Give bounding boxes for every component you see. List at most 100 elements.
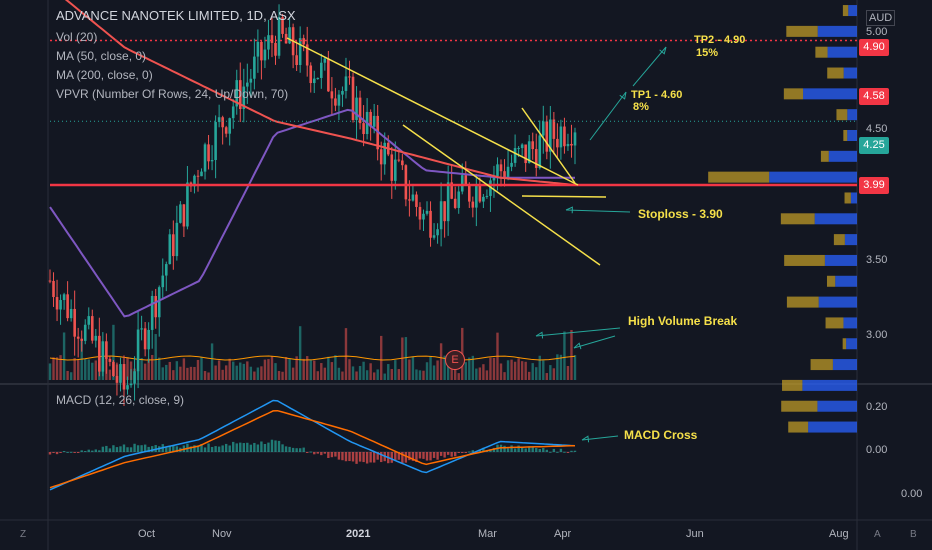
candle-body: [284, 33, 288, 44]
candle-body: [281, 17, 284, 34]
volume-bar: [221, 369, 224, 380]
macd-histogram-bar: [239, 442, 242, 452]
candle-body: [383, 142, 387, 165]
macd-histogram-bar: [443, 452, 446, 458]
macd-histogram-bar: [52, 452, 55, 453]
volume-bar: [499, 363, 503, 380]
candle-body: [327, 58, 330, 92]
indicator-vpvr[interactable]: VPVR (Number Of Rows, 24, Up/Down, 70): [56, 87, 289, 101]
candle-body: [323, 58, 327, 63]
time-tick: Aug: [829, 528, 849, 540]
zoom-button[interactable]: Z: [20, 529, 27, 540]
volume-bar: [158, 357, 161, 380]
candle-body: [69, 308, 73, 319]
volume-bar: [563, 331, 566, 380]
candle-body: [397, 159, 401, 161]
indicator-ma50[interactable]: MA (50, close, 0): [56, 49, 147, 63]
macd-histogram-bar: [337, 452, 341, 460]
candle-body: [559, 126, 563, 148]
macd-histogram-bar: [510, 445, 513, 452]
candle-body: [443, 201, 446, 222]
macd-histogram-bar: [365, 452, 369, 464]
volume-bar: [298, 326, 302, 380]
volume-bar: [330, 362, 334, 380]
candle-body: [55, 297, 59, 310]
volume-bar: [436, 360, 439, 380]
candle-body: [450, 182, 453, 199]
candle-body: [256, 41, 260, 57]
candle-body: [351, 76, 355, 120]
flag-upper-line: [521, 107, 576, 184]
volume-bar: [246, 361, 249, 380]
candle-body: [556, 138, 559, 148]
wedge-lower-line: [402, 124, 601, 266]
indicator-macd[interactable]: MACD (12, 26, close, 9): [56, 393, 185, 407]
tp2-arrow: [632, 46, 667, 87]
candle-body: [534, 149, 538, 168]
volume-bar: [559, 354, 563, 380]
currency-label[interactable]: AUD: [866, 10, 896, 26]
candle-body: [119, 364, 122, 383]
volume-bar: [549, 365, 552, 380]
indicator-ma200[interactable]: MA (200, close, 0): [56, 68, 153, 82]
macd-histogram-bar: [401, 452, 404, 464]
macd-histogram-bar: [249, 444, 253, 452]
earnings-marker[interactable]: E: [445, 350, 465, 370]
volume-bar: [203, 371, 207, 380]
macd-histogram-bar: [246, 442, 249, 452]
macd-histogram-bar: [390, 452, 393, 463]
volume-bar: [566, 365, 570, 380]
volume-break-arrow-2: [573, 335, 616, 349]
candle-body: [182, 204, 186, 227]
vp-down-bar: [825, 317, 844, 329]
macd-histogram-bar: [224, 443, 228, 452]
candle-body: [320, 62, 323, 78]
macd-cross-arrow-head: [581, 435, 590, 443]
candle-body: [147, 329, 150, 350]
candle-body: [214, 122, 217, 160]
volume-bar: [182, 358, 186, 380]
macd-histogram-bar: [432, 452, 436, 458]
auto-scale-button[interactable]: A: [874, 529, 881, 540]
macd-histogram-bar: [563, 451, 566, 453]
candle-body: [418, 206, 422, 220]
vp-down-bar: [780, 213, 815, 225]
vp-down-bar: [815, 46, 828, 58]
macd-histogram-bar: [217, 446, 221, 452]
volume-bar: [471, 355, 475, 380]
log-scale-button[interactable]: B: [910, 529, 917, 540]
macd-histogram-bar: [80, 450, 83, 452]
volume-bar: [281, 371, 284, 380]
volume-bar: [306, 356, 309, 380]
macd-histogram-bar: [48, 452, 52, 455]
vp-down-bar: [842, 5, 849, 17]
volume-bar: [457, 373, 460, 380]
candle-body: [217, 117, 221, 123]
candle-body: [429, 210, 432, 238]
macd-histogram-bar: [154, 445, 157, 452]
macd-histogram-bar: [147, 446, 150, 452]
macd-histogram-bar: [203, 447, 207, 452]
vp-down-bar: [827, 67, 844, 79]
macd-histogram-bar: [267, 442, 270, 452]
macd-histogram-bar: [404, 452, 408, 463]
macd-histogram-bar: [538, 449, 541, 452]
volume-bar: [439, 343, 443, 380]
volume-bar: [492, 357, 496, 380]
candle-body: [503, 171, 506, 179]
macd-histogram-bar: [59, 452, 62, 453]
candle-body: [143, 328, 147, 350]
volume-bar: [394, 360, 397, 380]
time-tick: 2021: [346, 528, 371, 540]
indicator-vol[interactable]: Vol (20): [56, 30, 98, 44]
candle-body: [76, 336, 80, 339]
macd-histogram-bar: [84, 451, 87, 453]
candle-body: [122, 364, 126, 390]
candle-body: [439, 201, 443, 230]
vp-up-bar: [814, 213, 857, 225]
volume-bar: [210, 343, 214, 380]
volume-bar: [217, 360, 221, 380]
macd-histogram-bar: [376, 452, 379, 460]
candle-body: [362, 123, 365, 135]
